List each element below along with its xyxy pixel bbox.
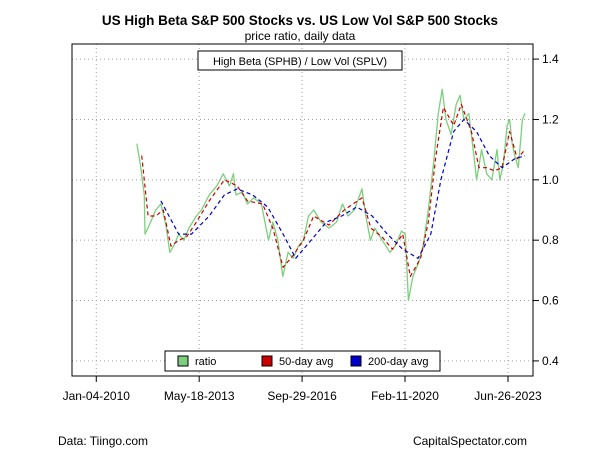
- series-line-ratio: [136, 88, 526, 302]
- y-tick-label: 1.2: [542, 112, 559, 126]
- legend-label-ratio: ratio: [195, 356, 216, 368]
- x-tick-label: May-18-2013: [164, 389, 235, 403]
- annotation-box: High Beta (SPHB) / Low Vol (SPLV): [197, 50, 403, 71]
- annotation-text: High Beta (SPHB) / Low Vol (SPLV): [213, 56, 387, 68]
- y-tick-label: 1.4: [542, 52, 559, 66]
- legend-swatch-ratio: [177, 355, 189, 367]
- y-tick-label: 0.4: [542, 354, 559, 368]
- y-tick-label: 0.8: [542, 233, 559, 247]
- series-layer: [136, 88, 526, 302]
- x-tick-label: Jan-04-2010: [63, 389, 131, 403]
- legend-frame: [164, 350, 441, 372]
- footer-source: Data: Tiingo.com: [58, 434, 148, 448]
- footer-credit: CapitalSpectator.com: [413, 434, 527, 448]
- series-line-50-day-avg: [141, 103, 526, 277]
- grid-lines: [72, 44, 533, 376]
- x-tick-label: Jun-26-2023: [474, 389, 542, 403]
- y-tick-label: 0.6: [542, 294, 559, 308]
- legend-label-50-day-avg: 50-day avg: [279, 356, 333, 368]
- legend: ratio 50-day avg 200-day avg: [164, 350, 441, 372]
- legend-label-200-day-avg: 200-day avg: [368, 356, 429, 368]
- x-tick-label: Sep-29-2016: [267, 389, 337, 403]
- legend-swatch-200-day-avg: [350, 355, 362, 367]
- legend-swatch-50-day-avg: [261, 355, 273, 367]
- series-line-200-day-avg: [160, 118, 526, 259]
- chart-subtitle: price ratio, daily data: [245, 29, 356, 43]
- x-tick-label: Feb-11-2020: [371, 389, 439, 403]
- y-tick-label: 1.0: [542, 173, 559, 187]
- annotation-frame: [197, 50, 403, 71]
- axis-layer: Jan-04-2010 May-18-2013 Sep-29-2016 Feb-11-…: [63, 52, 559, 403]
- chart-title: US High Beta S&P 500 Stocks vs. US Low V…: [102, 13, 498, 28]
